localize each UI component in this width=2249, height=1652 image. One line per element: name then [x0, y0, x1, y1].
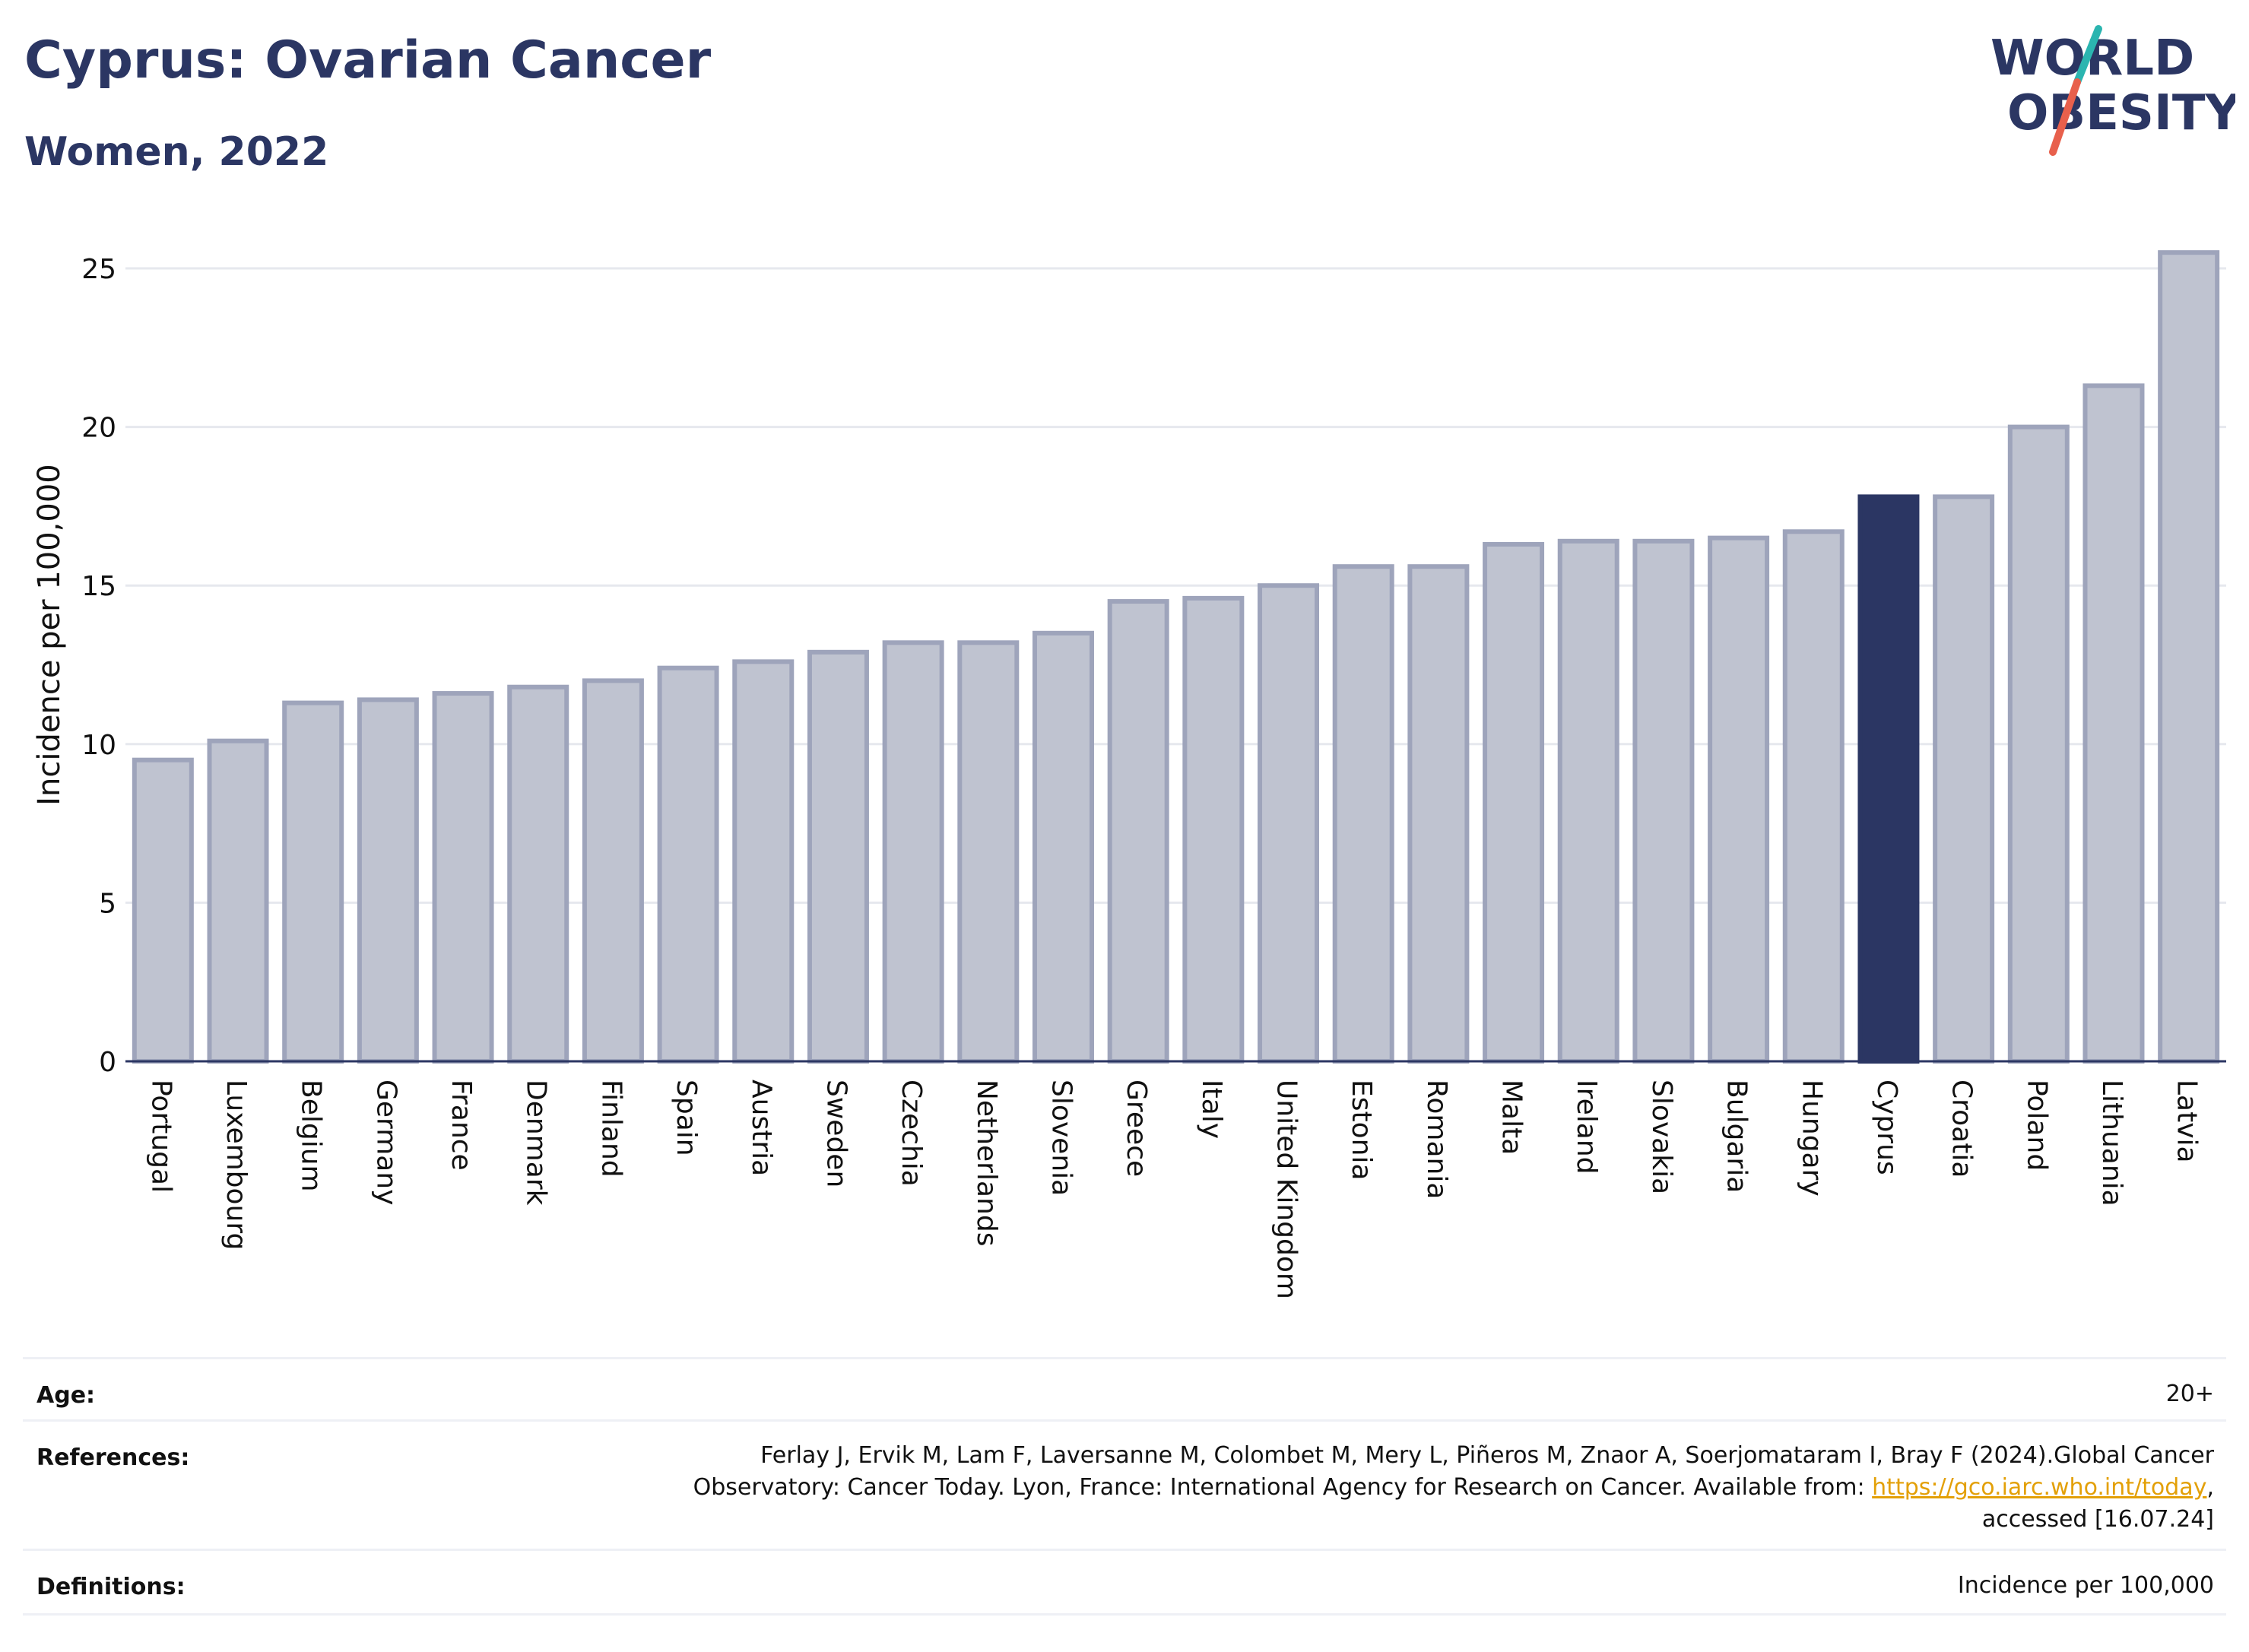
- bar-netherlands: [957, 640, 1020, 1064]
- bar-luxembourg: [207, 738, 269, 1064]
- y-tick-label: 15: [81, 571, 116, 602]
- x-tick-label: Poland: [2021, 1080, 2052, 1171]
- bar-estonia: [1332, 564, 1394, 1064]
- y-tick-label: 0: [99, 1047, 116, 1078]
- y-tick-label: 20: [81, 413, 116, 444]
- x-tick-label: Latvia: [2171, 1080, 2203, 1163]
- page-title: Cyprus: Ovarian Cancer: [24, 30, 712, 90]
- x-tick-label: Slovakia: [1646, 1080, 1677, 1194]
- bar-ireland: [1557, 538, 1619, 1064]
- x-tick-label: Spain: [671, 1080, 702, 1156]
- bars: [125, 250, 2226, 1064]
- y-axis-label: Incidence per 100,000: [32, 464, 67, 806]
- bar-malta: [1483, 541, 1545, 1064]
- references-label: References:: [36, 1444, 190, 1471]
- y-tick-label: 25: [81, 254, 116, 285]
- x-tick-label: Germany: [370, 1080, 401, 1205]
- bar-denmark: [507, 684, 569, 1064]
- x-tick-label: Lithuania: [2096, 1080, 2127, 1206]
- bar-portugal: [132, 757, 194, 1064]
- x-tick-label: Greece: [1121, 1080, 1152, 1177]
- bar-italy: [1182, 595, 1245, 1064]
- age-value: 20+: [2165, 1381, 2214, 1407]
- bar-bulgaria: [1708, 535, 1770, 1064]
- bar-latvia: [2158, 250, 2220, 1064]
- x-tick-label: Netherlands: [971, 1080, 1002, 1246]
- bar-sweden: [807, 649, 869, 1064]
- bar-croatia: [1933, 494, 1995, 1064]
- page-subtitle: Women, 2022: [24, 129, 329, 175]
- bar-united-kingdom: [1258, 583, 1320, 1064]
- x-tick-label: Cyprus: [1871, 1080, 1902, 1175]
- bar-lithuania: [2082, 383, 2145, 1064]
- x-tick-label: Czechia: [896, 1080, 927, 1187]
- references-value: Ferlay J, Ervik M, Lam F, Laversanne M, …: [693, 1440, 2214, 1536]
- bar-spain: [657, 665, 719, 1064]
- age-label: Age:: [36, 1382, 96, 1409]
- x-tick-label: Bulgaria: [1721, 1080, 1753, 1193]
- bar-cyprus: [1857, 494, 1920, 1064]
- x-tick-label: Croatia: [1946, 1080, 1978, 1178]
- bar-romania: [1407, 564, 1470, 1064]
- x-tick-label: Luxembourg: [220, 1080, 252, 1250]
- x-tick-label: Portugal: [145, 1080, 176, 1193]
- definitions-value: Incidence per 100,000: [1957, 1572, 2214, 1599]
- x-tick-label: Austria: [746, 1080, 777, 1176]
- x-tick-label: Italy: [1196, 1080, 1227, 1139]
- references-link[interactable]: https://gco.iarc.who.int/today: [1872, 1474, 2207, 1501]
- bar-chart: 0 5 10 15 20 25 Portugal Luxembourg Belgium Germ…: [32, 250, 2226, 1299]
- references-line3: accessed [16.07.24]: [1981, 1506, 2214, 1533]
- bar-greece: [1107, 599, 1169, 1064]
- world-obesity-logo: WORLD OBESITY: [1990, 25, 2235, 156]
- info-row-definitions: Definitions: Incidence per 100,000: [23, 1549, 2226, 1616]
- x-tick-label: United Kingdom: [1271, 1080, 1302, 1299]
- bar-czechia: [882, 640, 944, 1064]
- bar-poland: [2007, 424, 2070, 1064]
- references-line2: Observatory: Cancer Today. Lyon, France:…: [693, 1472, 2214, 1504]
- x-tick-label: France: [446, 1080, 477, 1171]
- x-tick-labels: Portugal Luxembourg Belgium Germany France De…: [145, 1080, 2202, 1299]
- y-tick-labels: 0 5 10 15 20 25: [81, 254, 116, 1078]
- bar-belgium: [282, 700, 344, 1064]
- x-tick-label: Denmark: [521, 1080, 552, 1206]
- bar-finland: [582, 678, 644, 1064]
- x-tick-label: Malta: [1496, 1080, 1527, 1155]
- x-tick-label: Romania: [1421, 1080, 1452, 1199]
- info-row-references: References: Ferlay J, Ervik M, Lam F, La…: [23, 1419, 2226, 1551]
- x-tick-label: Ireland: [1571, 1080, 1602, 1175]
- x-tick-label: Sweden: [820, 1080, 852, 1187]
- bar-slovenia: [1032, 630, 1094, 1064]
- bar-slovakia: [1632, 538, 1695, 1064]
- bar-austria: [732, 659, 795, 1064]
- bar-france: [432, 691, 494, 1064]
- y-tick-label: 5: [99, 888, 116, 919]
- bar-hungary: [1782, 529, 1845, 1064]
- x-tick-label: Estonia: [1346, 1080, 1377, 1181]
- x-tick-label: Slovenia: [1045, 1080, 1077, 1196]
- x-tick-label: Finland: [595, 1080, 626, 1178]
- references-line1: Ferlay J, Ervik M, Lam F, Laversanne M, …: [760, 1442, 2214, 1469]
- references-line2-prefix: Observatory: Cancer Today. Lyon, France:…: [693, 1474, 1873, 1501]
- logo-slash-bottom: [2049, 78, 2081, 156]
- references-line2-suffix: ,: [2206, 1474, 2214, 1501]
- y-tick-label: 10: [81, 730, 116, 761]
- bar-germany: [357, 697, 419, 1064]
- info-row-age: Age: 20+: [23, 1357, 2226, 1422]
- definitions-label: Definitions:: [36, 1574, 186, 1600]
- logo-line2: OBESITY: [2007, 85, 2235, 141]
- x-tick-label: Belgium: [296, 1080, 327, 1192]
- x-tick-label: Hungary: [1796, 1080, 1827, 1197]
- logo-slash-top: [2073, 25, 2102, 86]
